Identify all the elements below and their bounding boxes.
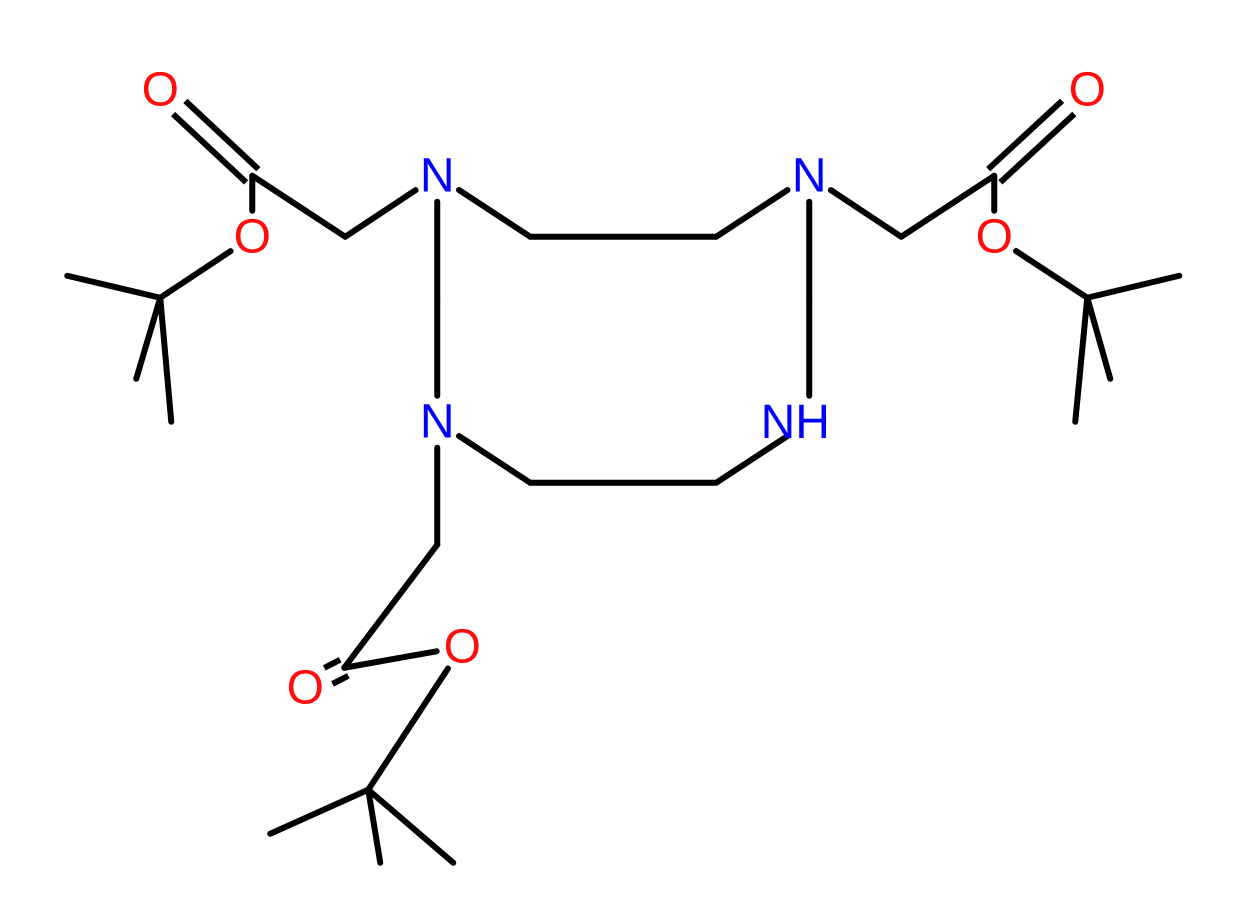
atom-o: O bbox=[444, 620, 481, 673]
atom-o: O bbox=[142, 63, 179, 116]
atom-o: O bbox=[287, 661, 324, 714]
atom-o: O bbox=[234, 210, 271, 263]
atoms-layer: N NH N N O O O O O O bbox=[142, 63, 1106, 714]
atom-n: N bbox=[792, 149, 827, 202]
chemical-structure-diagram: N NH N N O O O O O O bbox=[0, 0, 1251, 915]
atom-o: O bbox=[976, 210, 1013, 263]
atom-n: N bbox=[420, 395, 455, 448]
atom-n: N bbox=[420, 149, 455, 202]
atom-o: O bbox=[1069, 63, 1106, 116]
atom-n: NH bbox=[761, 395, 830, 448]
